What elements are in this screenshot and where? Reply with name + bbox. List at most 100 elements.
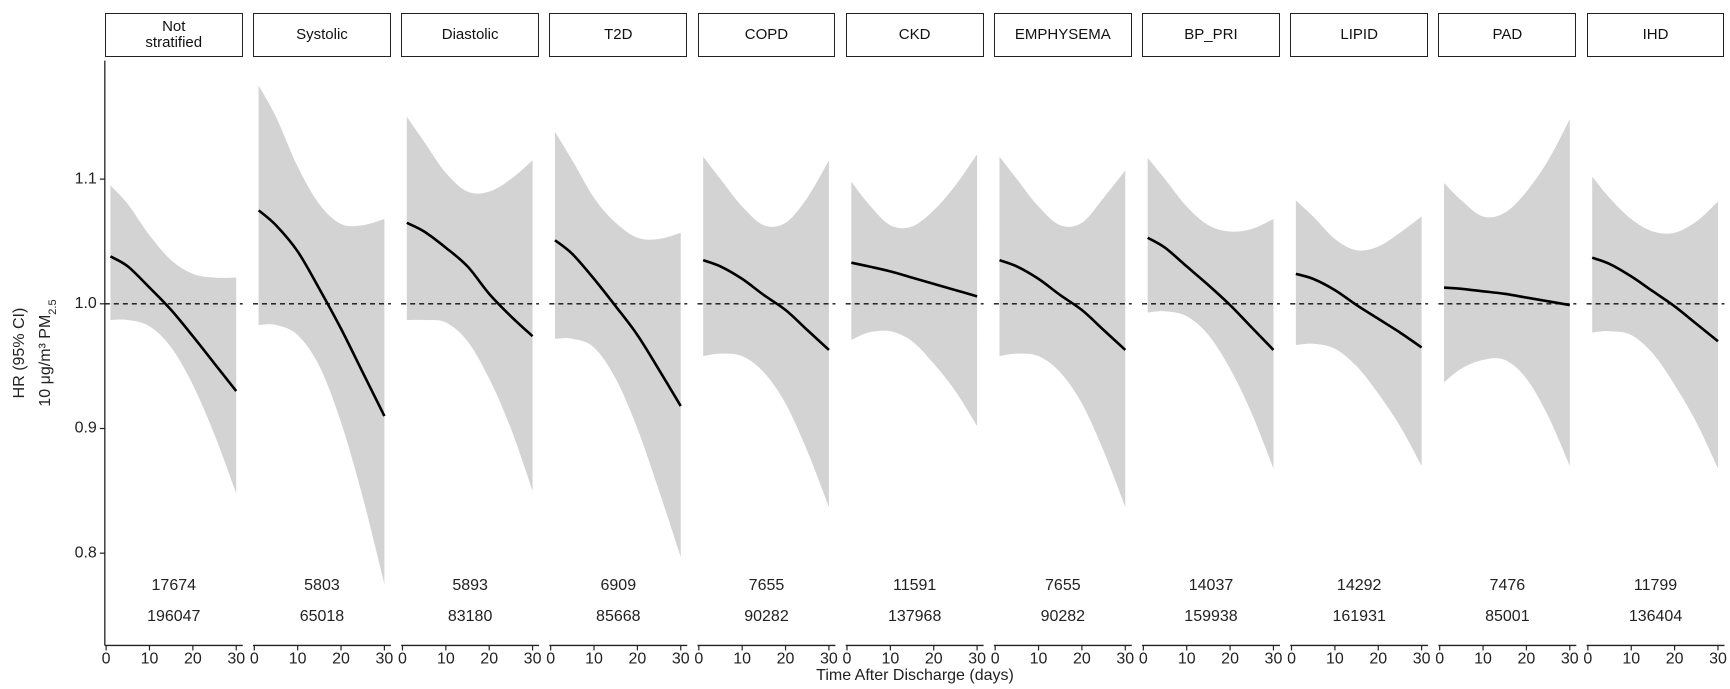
x-tick-label: 30 bbox=[1709, 651, 1727, 668]
count-label: 136404 bbox=[1629, 608, 1682, 625]
x-tick-label: 10 bbox=[585, 651, 603, 668]
hr-line bbox=[1147, 236, 1275, 351]
facet-label: LIPID bbox=[1290, 13, 1429, 58]
x-axis-label: Time After Discharge (days) bbox=[816, 667, 1014, 684]
hr-line bbox=[1295, 272, 1423, 349]
x-tick-label: 0 bbox=[843, 651, 852, 668]
hr-line bbox=[554, 239, 682, 407]
facet-label: Diastolic bbox=[401, 13, 540, 58]
facet-label: Systolic bbox=[252, 13, 391, 58]
x-tick-label: 10 bbox=[733, 651, 751, 668]
count-label: 196047 bbox=[147, 608, 200, 625]
y-axis-label-2-main: 10 μg/m³ PM bbox=[37, 315, 54, 407]
hr-line bbox=[1591, 256, 1719, 343]
facet-label: BP_PRI bbox=[1142, 13, 1280, 58]
facet-label: CKD bbox=[845, 13, 984, 58]
count-label: 161931 bbox=[1332, 608, 1385, 625]
x-tick-label: 30 bbox=[820, 651, 838, 668]
x-tick-label: 0 bbox=[991, 651, 1000, 668]
x-tick-label: 20 bbox=[1221, 651, 1239, 668]
x-tick-label: 20 bbox=[480, 651, 498, 668]
y-tick-label: 0.9 bbox=[75, 420, 97, 437]
x-tick-label: 20 bbox=[184, 651, 202, 668]
x-tick-label: 20 bbox=[1073, 651, 1091, 668]
y-tick-label: 1.0 bbox=[75, 295, 97, 312]
count-label: 17674 bbox=[152, 577, 197, 594]
y-axis-label: HR (95% CI) bbox=[11, 308, 28, 399]
count-label: 85668 bbox=[596, 608, 641, 625]
count-label: 14037 bbox=[1189, 577, 1234, 594]
x-tick-label: 20 bbox=[332, 651, 350, 668]
x-tick-label: 10 bbox=[1474, 651, 1492, 668]
hr-line bbox=[257, 209, 386, 417]
ci-band bbox=[851, 154, 978, 427]
ci-band bbox=[110, 185, 237, 494]
facet-label: PAD bbox=[1438, 13, 1577, 58]
x-tick-label: 30 bbox=[1265, 651, 1283, 668]
x-tick-label: 20 bbox=[1369, 651, 1387, 668]
hr-line bbox=[1443, 286, 1571, 307]
y-tick-label: 0.8 bbox=[75, 544, 97, 561]
count-label: 5893 bbox=[452, 577, 488, 594]
x-tick-label: 30 bbox=[968, 651, 986, 668]
x-tick-label: 20 bbox=[1666, 651, 1684, 668]
x-tick-label: 0 bbox=[1139, 651, 1148, 668]
count-label: 7655 bbox=[749, 577, 785, 594]
x-tick-label: 0 bbox=[250, 651, 259, 668]
x-tick-label: 20 bbox=[777, 651, 795, 668]
count-label: 137968 bbox=[888, 608, 941, 625]
x-tick-label: 10 bbox=[1178, 651, 1196, 668]
count-label: 90282 bbox=[744, 608, 789, 625]
x-tick-label: 20 bbox=[1518, 651, 1536, 668]
ci-band bbox=[258, 85, 385, 585]
x-tick-label: 0 bbox=[398, 651, 407, 668]
count-label: 11799 bbox=[1634, 577, 1677, 594]
x-tick-label: 20 bbox=[628, 651, 646, 668]
ci-band bbox=[1295, 200, 1422, 466]
y-tick-label: 1.1 bbox=[75, 170, 97, 187]
count-label: 65018 bbox=[300, 608, 345, 625]
ci-band bbox=[1147, 157, 1274, 469]
ci-band bbox=[554, 131, 681, 557]
x-tick-label: 0 bbox=[1287, 651, 1296, 668]
facet-label: T2D bbox=[549, 13, 688, 58]
x-tick-label: 10 bbox=[1622, 651, 1640, 668]
x-tick-label: 20 bbox=[925, 651, 943, 668]
hr-line bbox=[406, 221, 534, 338]
count-label: 6909 bbox=[601, 577, 637, 594]
ci-band bbox=[1444, 119, 1570, 466]
ci-band bbox=[703, 156, 829, 508]
x-tick-label: 10 bbox=[289, 651, 307, 668]
x-tick-label: 30 bbox=[1116, 651, 1134, 668]
ci-band bbox=[406, 116, 533, 491]
x-tick-label: 10 bbox=[881, 651, 899, 668]
x-tick-label: 0 bbox=[1583, 651, 1592, 668]
facet-label: Not stratified bbox=[104, 13, 243, 58]
hr-line bbox=[999, 258, 1127, 351]
x-tick-label: 10 bbox=[1326, 651, 1344, 668]
facet-label: EMPHYSEMA bbox=[993, 13, 1132, 58]
x-tick-label: 30 bbox=[672, 651, 690, 668]
count-label: 83180 bbox=[448, 608, 493, 625]
x-tick-label: 0 bbox=[102, 651, 111, 668]
count-label: 7655 bbox=[1045, 577, 1081, 594]
x-tick-label: 10 bbox=[437, 651, 455, 668]
ci-band bbox=[1592, 176, 1718, 469]
x-tick-label: 30 bbox=[376, 651, 394, 668]
count-label: 11591 bbox=[893, 577, 936, 594]
x-tick-label: 0 bbox=[546, 651, 555, 668]
hr-line bbox=[109, 255, 238, 392]
count-label: 7476 bbox=[1490, 577, 1526, 594]
x-tick-label: 0 bbox=[694, 651, 703, 668]
ci-band bbox=[999, 156, 1126, 508]
x-tick-label: 10 bbox=[141, 651, 159, 668]
count-label: 159938 bbox=[1184, 608, 1237, 625]
y-axis-label-2-sub: 2.5 bbox=[47, 299, 59, 314]
count-label: 90282 bbox=[1041, 608, 1086, 625]
x-tick-label: 30 bbox=[1413, 651, 1431, 668]
x-tick-label: 30 bbox=[227, 651, 245, 668]
x-tick-label: 10 bbox=[1030, 651, 1048, 668]
x-tick-label: 30 bbox=[524, 651, 542, 668]
x-tick-label: 30 bbox=[1561, 651, 1579, 668]
